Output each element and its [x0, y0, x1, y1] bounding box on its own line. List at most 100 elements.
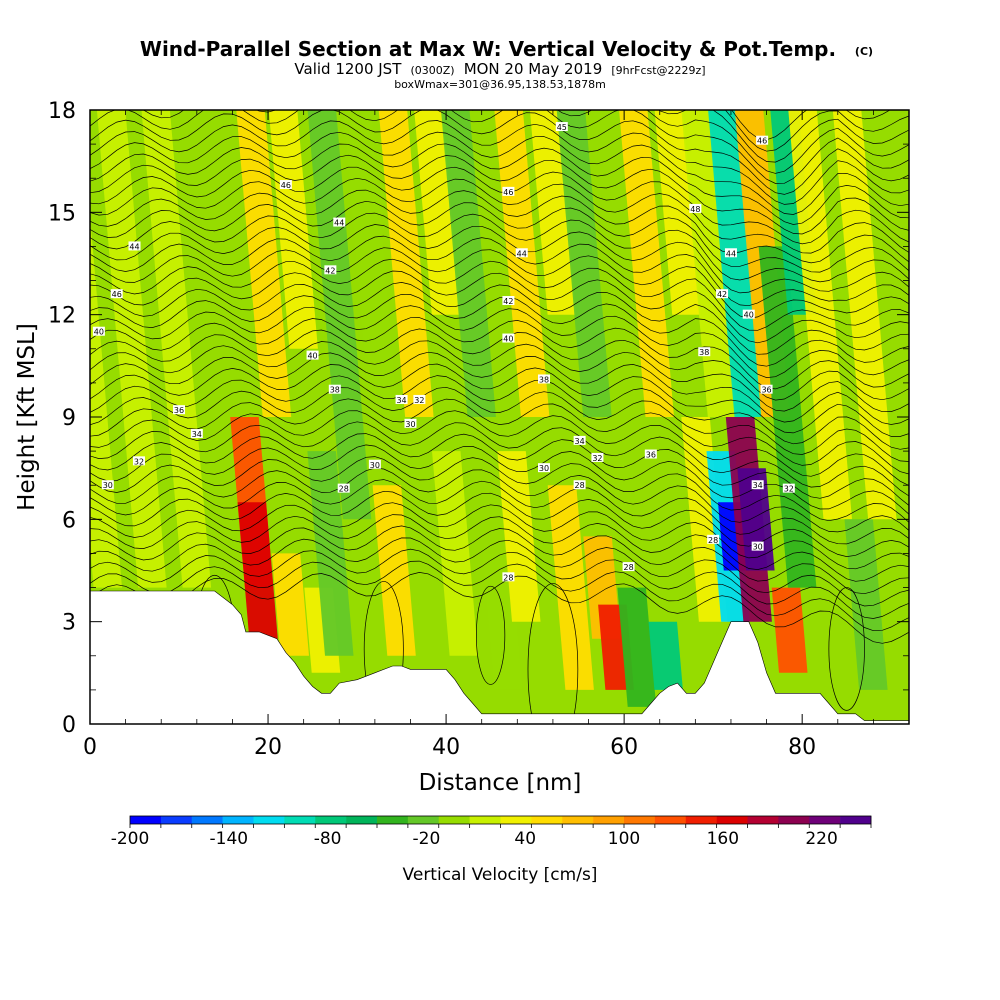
subtitle-fcst: [9hrFcst@2229z] — [611, 64, 705, 77]
colorbar-swatch — [624, 816, 656, 824]
colorbar-swatch — [778, 816, 810, 824]
theta-contour-line — [90, 398, 909, 475]
svg-text:42: 42 — [325, 266, 335, 275]
velocity-cell — [271, 553, 309, 656]
contour-label: 34 — [751, 480, 764, 490]
subtitle-date: MON 20 May 2019 — [464, 60, 603, 78]
y-tick-label: 3 — [62, 611, 76, 636]
contour-label: 40 — [306, 350, 319, 361]
x-tick-label: 80 — [788, 735, 816, 760]
theta-contour-line — [90, 375, 909, 450]
velocity-cell — [617, 587, 657, 707]
svg-text:45: 45 — [557, 123, 567, 132]
chart-title: Wind-Parallel Section at Max W: Vertical… — [140, 37, 836, 61]
theta-contour-line — [90, 212, 909, 283]
theta-contour-line — [90, 200, 909, 273]
velocity-cell — [654, 110, 701, 315]
svg-text:42: 42 — [503, 297, 513, 306]
theta-contour-line — [90, 340, 909, 413]
svg-text:42: 42 — [717, 290, 727, 299]
velocity-cell — [237, 502, 278, 639]
x-tick-label: 0 — [83, 735, 97, 760]
colorbar-swatch — [500, 816, 532, 824]
svg-text:28: 28 — [623, 563, 633, 572]
theta-contours — [90, 110, 909, 724]
contour-label: 30 — [404, 418, 417, 429]
contour-label: 46 — [756, 135, 769, 146]
contour-label: 46 — [110, 289, 123, 299]
colorbar-swatch — [654, 816, 687, 824]
velocity-cell — [708, 110, 763, 417]
theta-contour-line — [90, 363, 909, 437]
colorbar-swatch — [469, 816, 501, 824]
theta-contour-line — [90, 548, 909, 619]
theta-contour-line — [90, 572, 909, 644]
contour-label: 36 — [173, 405, 186, 415]
svg-text:30: 30 — [753, 543, 763, 552]
velocity-cell — [343, 110, 398, 417]
contour-label: 42 — [324, 265, 337, 275]
terrain — [90, 590, 909, 724]
theta-contour-line — [90, 258, 909, 331]
colorbar-swatch — [809, 816, 841, 824]
contour-label: 28 — [337, 483, 350, 494]
svg-text:28: 28 — [339, 485, 349, 494]
contour-label: 44 — [333, 217, 346, 228]
theta-contour-line — [90, 421, 909, 497]
colorbar-swatch — [531, 816, 563, 824]
contour-label: 45 — [555, 122, 568, 132]
velocity-field — [90, 110, 897, 707]
colorbar-swatch — [407, 816, 440, 824]
colorbar-swatch — [346, 816, 378, 824]
colorbar-swatch — [377, 816, 409, 824]
svg-text:38: 38 — [330, 386, 340, 395]
velocity-cell — [547, 485, 594, 690]
contour-label: 40 — [502, 333, 515, 344]
y-tick-label: 15 — [48, 201, 76, 226]
svg-text:28: 28 — [503, 573, 513, 582]
velocity-cell — [494, 110, 550, 417]
contour-label: 36 — [760, 384, 773, 395]
svg-text:28: 28 — [708, 536, 718, 545]
svg-text:38: 38 — [539, 375, 549, 384]
svg-text:44: 44 — [726, 249, 736, 258]
theta-contour-line — [90, 110, 909, 195]
theta-contour-line — [731, 110, 891, 141]
chart-subtitle: Valid 1200 JST (0300Z) MON 20 May 2019 [… — [294, 59, 705, 78]
x-tick-label: 20 — [254, 735, 282, 760]
theta-contour-line — [90, 351, 909, 425]
velocity-cell — [844, 519, 888, 690]
svg-text:34: 34 — [753, 481, 763, 490]
svg-text:46: 46 — [757, 137, 767, 146]
y-tick-label: 9 — [62, 406, 76, 431]
contour-label: 40 — [742, 309, 755, 320]
velocity-cell — [681, 417, 728, 622]
theta-contour-line — [90, 143, 909, 225]
theta-contour-line — [657, 110, 909, 163]
theta-contour-line — [90, 328, 909, 401]
colorbar-tick-label: 40 — [514, 829, 536, 849]
velocity-cell — [832, 110, 897, 520]
theta-contour-line — [90, 490, 909, 557]
colorbar-swatch — [284, 816, 316, 824]
colorbar-tick-label: 220 — [805, 829, 837, 849]
theta-contour-line — [90, 467, 909, 533]
colorbar-swatch — [716, 816, 748, 824]
contour-label: 38 — [328, 384, 341, 395]
contour-label: 48 — [689, 203, 702, 214]
velocity-cell — [529, 110, 577, 315]
svg-text:34: 34 — [575, 437, 585, 446]
velocity-cell — [90, 215, 122, 588]
theta-contour-line — [828, 587, 865, 711]
svg-text:36: 36 — [646, 451, 656, 460]
colorbar-swatch — [253, 816, 285, 824]
theta-contour-line — [90, 110, 909, 184]
contour-label: 30 — [538, 463, 551, 473]
svg-text:46: 46 — [112, 290, 122, 299]
velocity-cell — [307, 451, 354, 656]
theta-contour-line — [90, 410, 909, 486]
theta-contour-line — [527, 583, 579, 724]
svg-text:40: 40 — [744, 311, 754, 320]
velocity-cell — [441, 110, 496, 417]
